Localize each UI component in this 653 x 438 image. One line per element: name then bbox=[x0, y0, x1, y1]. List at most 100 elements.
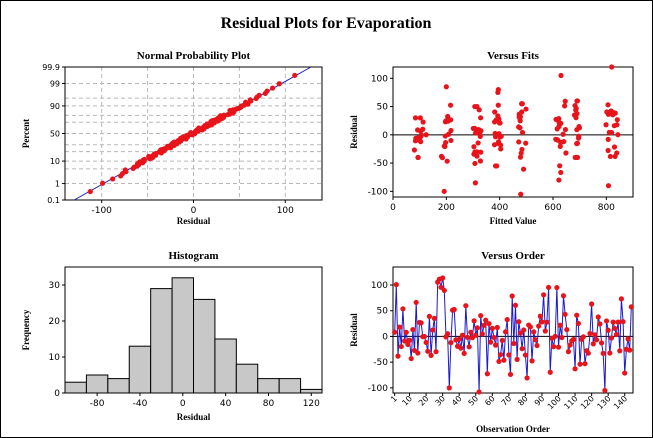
data-point bbox=[414, 127, 421, 133]
data-point bbox=[536, 323, 542, 329]
data-point bbox=[557, 143, 563, 149]
data-point bbox=[550, 344, 557, 350]
data-point bbox=[521, 327, 527, 333]
x-tick-label: 110 bbox=[562, 394, 579, 411]
data-point bbox=[610, 319, 616, 325]
data-point bbox=[87, 188, 93, 195]
data-point bbox=[527, 324, 533, 330]
histogram-bar bbox=[128, 345, 152, 394]
data-point bbox=[625, 336, 631, 342]
data-point bbox=[423, 132, 429, 138]
data-point bbox=[122, 167, 128, 173]
y-axis-label: Frequency bbox=[21, 309, 31, 350]
data-point bbox=[575, 135, 582, 141]
data-point bbox=[523, 140, 529, 146]
data-point bbox=[575, 320, 581, 327]
data-point bbox=[622, 370, 628, 376]
data-point bbox=[516, 139, 522, 145]
data-point bbox=[612, 110, 618, 116]
histogram-bar bbox=[193, 298, 216, 394]
data-point bbox=[587, 330, 593, 337]
data-point bbox=[456, 336, 462, 342]
data-point bbox=[471, 318, 477, 324]
data-point bbox=[617, 348, 623, 354]
data-point bbox=[595, 314, 601, 320]
data-point bbox=[562, 103, 568, 109]
data-point bbox=[491, 142, 498, 148]
x-tick-label: 130 bbox=[595, 394, 612, 411]
data-point bbox=[478, 149, 484, 155]
data-point bbox=[560, 293, 567, 299]
data-point bbox=[444, 158, 450, 164]
x-tick-label: 40 bbox=[220, 399, 232, 409]
x-axis-label: Residual bbox=[177, 216, 211, 226]
data-point bbox=[603, 122, 609, 128]
data-point bbox=[496, 116, 502, 122]
data-point bbox=[577, 361, 583, 367]
data-point bbox=[507, 371, 514, 378]
x-tick-label: 600 bbox=[544, 203, 561, 213]
data-point bbox=[605, 183, 612, 189]
data-point bbox=[478, 313, 484, 319]
data-point bbox=[520, 166, 527, 172]
data-point bbox=[598, 340, 605, 346]
data-point bbox=[506, 352, 512, 358]
data-point bbox=[604, 109, 610, 115]
data-point bbox=[495, 102, 501, 108]
data-point bbox=[557, 163, 563, 169]
data-point bbox=[472, 160, 478, 167]
data-point bbox=[445, 118, 451, 124]
x-tick-label: 50 bbox=[467, 394, 481, 408]
data-point bbox=[478, 128, 484, 134]
data-point bbox=[461, 350, 467, 356]
data-point bbox=[395, 353, 401, 359]
data-point bbox=[611, 123, 617, 129]
y-tick-label: 20 bbox=[49, 317, 61, 327]
x-tick-label: 800 bbox=[598, 203, 615, 213]
data-point bbox=[483, 317, 489, 323]
data-point bbox=[410, 326, 416, 333]
data-point bbox=[502, 329, 509, 335]
data-point bbox=[479, 331, 485, 337]
data-point bbox=[532, 337, 538, 343]
data-point bbox=[555, 344, 562, 350]
data-point bbox=[412, 115, 419, 121]
data-point bbox=[605, 102, 611, 108]
data-point bbox=[492, 109, 498, 115]
data-point bbox=[420, 119, 426, 125]
data-point bbox=[607, 153, 613, 160]
y-tick-label: 30 bbox=[49, 281, 61, 291]
data-point bbox=[541, 292, 547, 298]
data-point bbox=[556, 119, 562, 125]
histogram-bar bbox=[300, 388, 323, 394]
data-point bbox=[560, 131, 566, 137]
data-point bbox=[612, 325, 618, 332]
x-tick-label: 10 bbox=[400, 394, 414, 408]
data-point bbox=[614, 150, 620, 156]
data-point bbox=[423, 339, 429, 346]
data-point bbox=[473, 332, 479, 338]
data-point bbox=[620, 319, 626, 325]
data-point bbox=[474, 103, 480, 110]
data-point bbox=[498, 146, 504, 152]
data-point bbox=[478, 115, 484, 121]
data-point bbox=[264, 88, 270, 94]
data-point bbox=[498, 142, 504, 148]
data-point bbox=[494, 324, 500, 331]
data-point bbox=[463, 303, 469, 309]
data-point bbox=[615, 319, 621, 325]
data-point bbox=[471, 144, 477, 150]
data-point bbox=[403, 329, 409, 335]
data-point bbox=[522, 352, 529, 358]
data-point bbox=[477, 158, 484, 164]
data-point bbox=[406, 337, 413, 343]
data-point bbox=[545, 284, 552, 291]
y-tick-label: 1 bbox=[55, 180, 60, 189]
y-axis-label: Percent bbox=[21, 119, 31, 148]
data-point bbox=[605, 327, 611, 333]
data-point bbox=[398, 343, 404, 350]
data-point bbox=[608, 108, 614, 114]
data-point bbox=[574, 141, 580, 147]
data-point bbox=[574, 98, 580, 104]
y-tick-label: -100 bbox=[368, 187, 389, 197]
